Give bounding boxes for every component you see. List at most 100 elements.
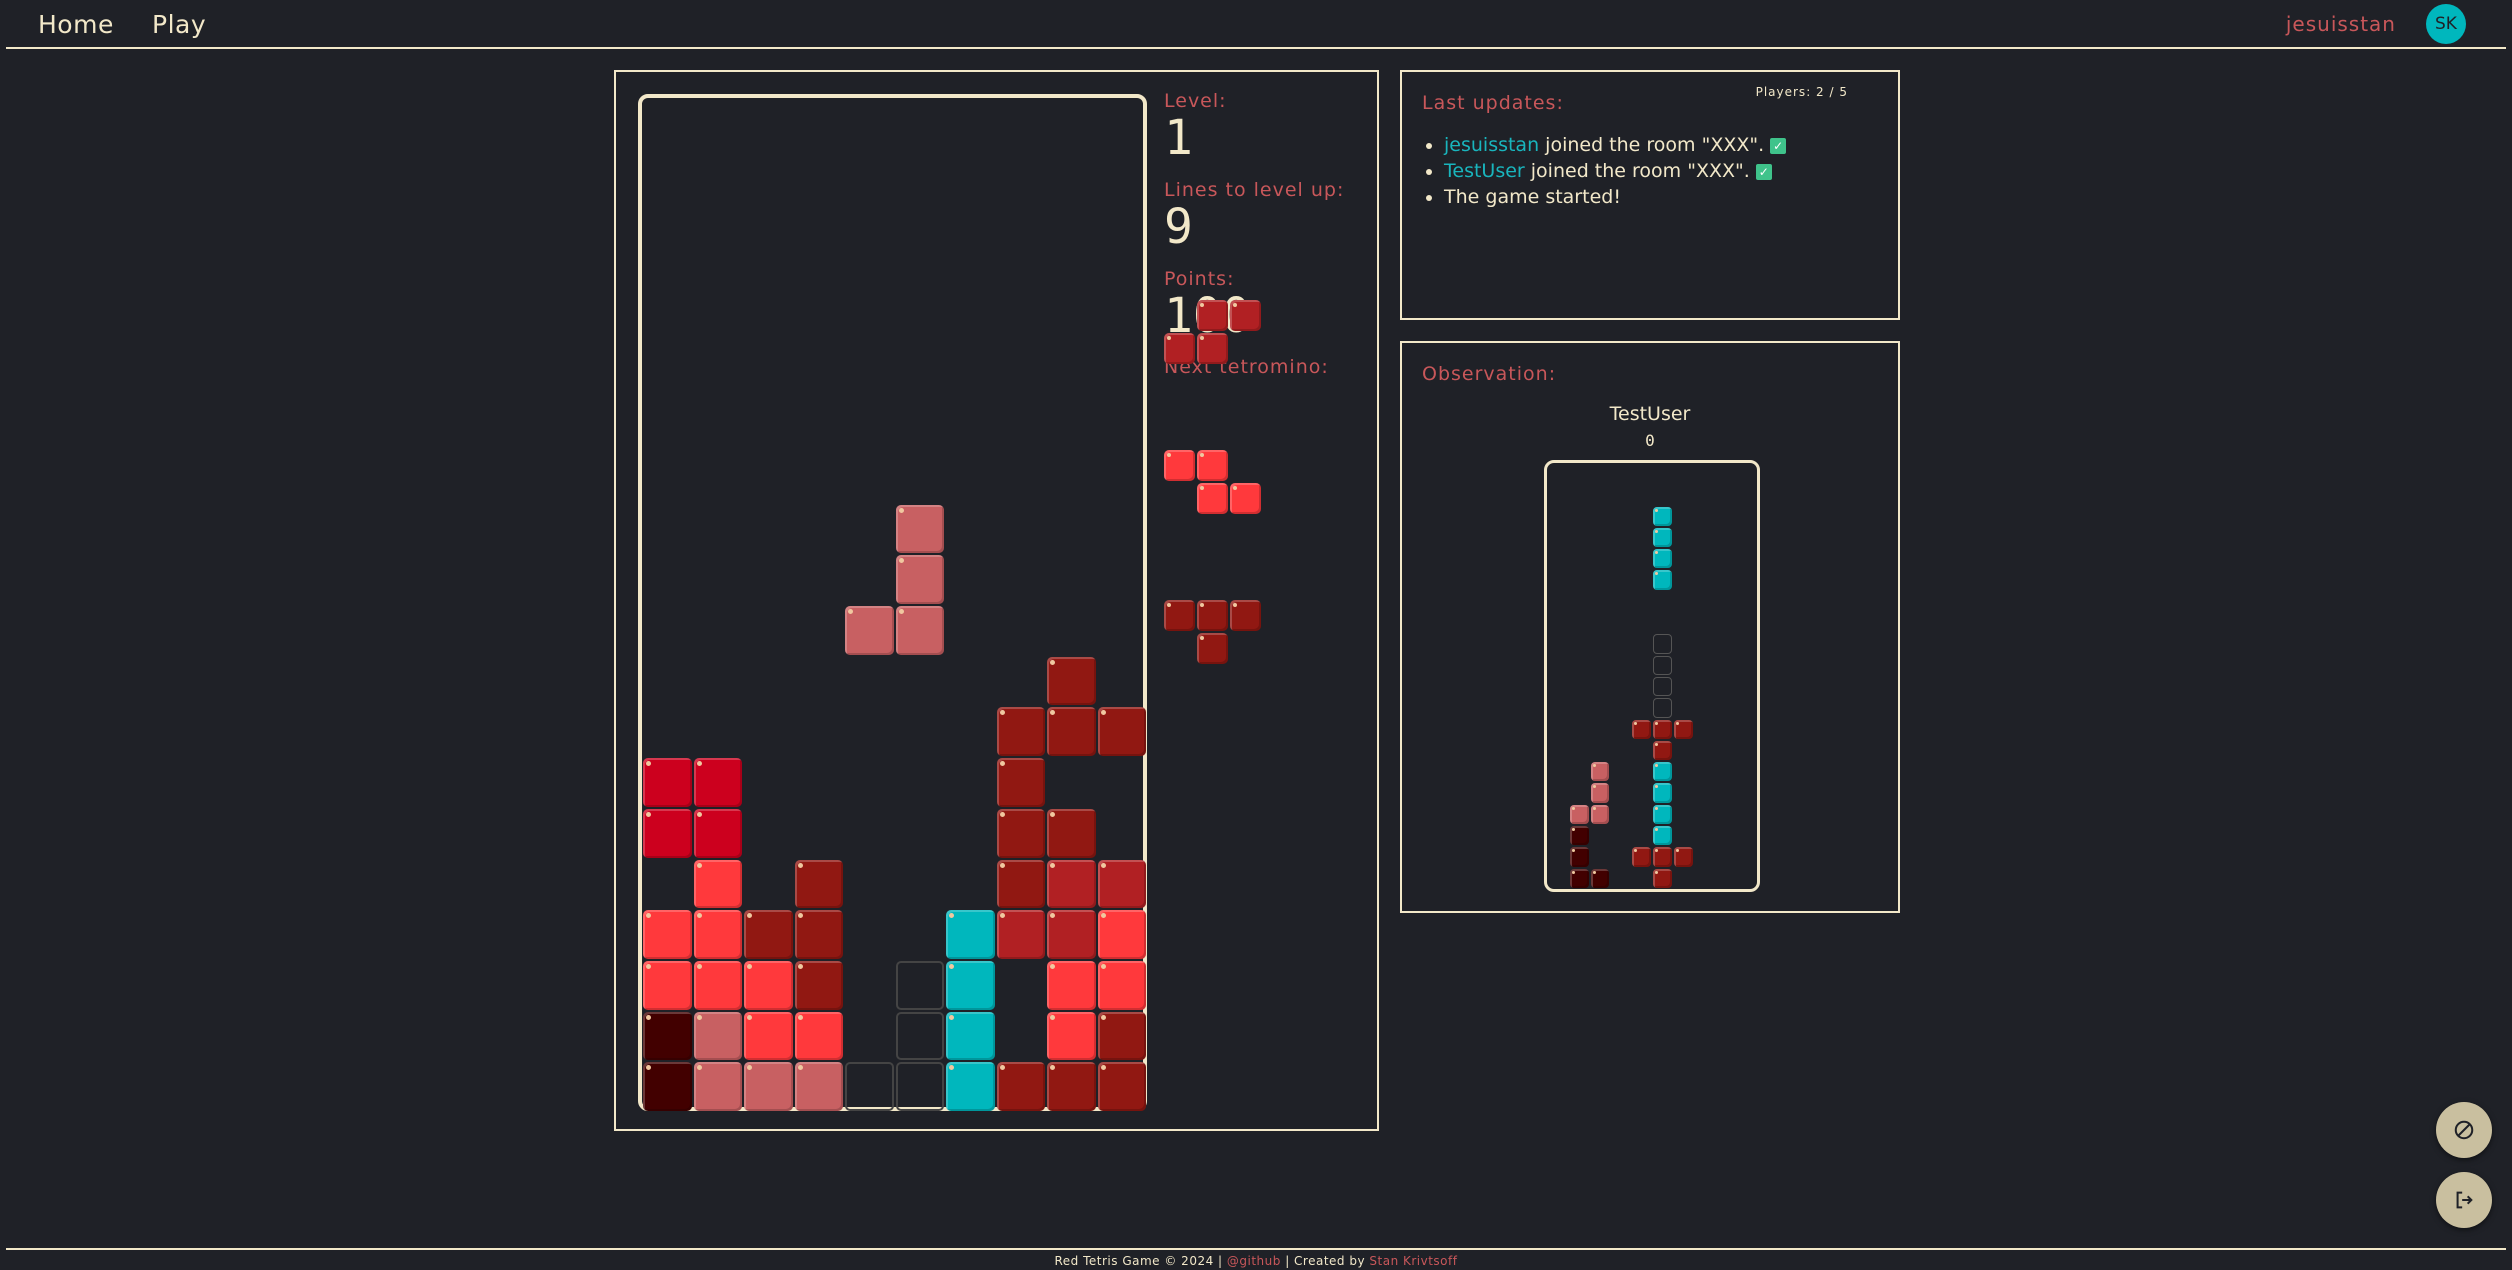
- empty-cell: [795, 606, 844, 655]
- empty-cell: [1632, 805, 1651, 824]
- block-cell: [1652, 868, 1672, 888]
- empty-cell: [946, 606, 995, 655]
- empty-cell: [1695, 485, 1714, 504]
- empty-cell: [1653, 464, 1672, 483]
- empty-cell: [1715, 847, 1734, 866]
- updates-title: Last updates:: [1422, 92, 1564, 114]
- nav-home-link[interactable]: Home: [38, 10, 114, 39]
- empty-cell: [1632, 485, 1651, 504]
- empty-cell: [1549, 549, 1568, 568]
- empty-cell: [1632, 741, 1651, 760]
- avatar[interactable]: SK: [2426, 4, 2466, 44]
- block-cell: [1652, 740, 1672, 761]
- empty-cell: [1611, 634, 1630, 653]
- empty-cell: [643, 454, 692, 503]
- empty-cell: [896, 657, 945, 706]
- empty-cell: [845, 200, 894, 249]
- block-cell: [1047, 656, 1096, 706]
- empty-cell: [795, 200, 844, 249]
- empty-cell: [643, 657, 692, 706]
- tetris-board[interactable]: [638, 94, 1147, 1111]
- next-tetromino-T: [1164, 600, 1274, 680]
- empty-cell: [1632, 549, 1651, 568]
- empty-cell: [694, 353, 743, 402]
- empty-cell: [1549, 741, 1568, 760]
- empty-cell: [1098, 302, 1147, 351]
- empty-cell: [1632, 869, 1651, 888]
- empty-cell: [1591, 720, 1610, 739]
- empty-cell: [1570, 485, 1589, 504]
- empty-cell: [997, 403, 1046, 452]
- empty-cell: [1715, 698, 1734, 717]
- block-cell: [693, 808, 742, 858]
- block-cell: [1097, 1062, 1146, 1111]
- empty-cell: [896, 353, 945, 402]
- empty-cell: [744, 555, 793, 604]
- block-cell: [946, 960, 995, 1010]
- lines-label: Lines to level up:: [1164, 178, 1345, 201]
- empty-cell: [1611, 592, 1630, 611]
- empty-cell: [1591, 741, 1610, 760]
- block-cell: [1652, 847, 1672, 867]
- empty-cell: [1674, 762, 1693, 781]
- empty-cell: [1549, 677, 1568, 696]
- empty-cell: [1632, 698, 1651, 717]
- empty-cell: [1549, 507, 1568, 526]
- empty-cell: [1570, 762, 1589, 781]
- empty-cell: [1736, 634, 1755, 653]
- empty-cell: [1715, 464, 1734, 483]
- empty-cell: [997, 555, 1046, 604]
- empty-cell: [1695, 549, 1714, 568]
- block-cell: [1569, 826, 1589, 846]
- empty-cell: [1591, 549, 1610, 568]
- empty-cell: [1632, 783, 1651, 802]
- empty-cell: [1098, 251, 1147, 300]
- empty-cell: [1549, 570, 1568, 589]
- github-link[interactable]: @github: [1226, 1254, 1281, 1268]
- empty-cell: [946, 403, 995, 452]
- empty-cell: [795, 758, 844, 807]
- exit-button[interactable]: [2436, 1172, 2492, 1228]
- empty-cell: [1715, 549, 1734, 568]
- empty-cell: [997, 505, 1046, 554]
- empty-cell: [1570, 656, 1589, 675]
- empty-cell: [1047, 200, 1096, 249]
- empty-cell: [643, 150, 692, 199]
- block-cell: [794, 960, 843, 1010]
- empty-cell: [744, 403, 793, 452]
- empty-cell: [744, 505, 793, 554]
- empty-cell: [1611, 677, 1630, 696]
- empty-cell: [1047, 353, 1096, 402]
- username-label[interactable]: jesuisstan: [2285, 12, 2396, 36]
- block-button[interactable]: [2436, 1102, 2492, 1158]
- author-link[interactable]: Stan Krivtsoff: [1369, 1254, 1458, 1268]
- empty-cell: [1549, 613, 1568, 632]
- empty-cell: [845, 99, 894, 148]
- block-cell: [744, 1062, 793, 1111]
- update-item: jesuisstan joined the room "XXX". ✓: [1444, 132, 1787, 158]
- empty-cell: [1695, 507, 1714, 526]
- empty-cell: [744, 251, 793, 300]
- empty-cell: [1736, 464, 1755, 483]
- empty-cell: [1715, 805, 1734, 824]
- empty-cell: [643, 707, 692, 756]
- empty-cell: [845, 302, 894, 351]
- empty-cell: [997, 606, 1046, 655]
- empty-cell: [1736, 720, 1755, 739]
- empty-cell: [1570, 570, 1589, 589]
- empty-cell: [1098, 150, 1147, 199]
- block-cell: [693, 960, 742, 1010]
- empty-cell: [694, 454, 743, 503]
- empty-cell: [1695, 741, 1714, 760]
- empty-cell: [1549, 826, 1568, 845]
- empty-cell: [744, 454, 793, 503]
- empty-cell: [744, 657, 793, 706]
- empty-cell: [896, 707, 945, 756]
- empty-cell: [694, 606, 743, 655]
- empty-cell: [1653, 592, 1672, 611]
- empty-cell: [845, 657, 894, 706]
- empty-cell: [643, 403, 692, 452]
- next-tetromino-S: [1164, 300, 1274, 380]
- nav-play-link[interactable]: Play: [152, 10, 207, 39]
- empty-cell: [1570, 592, 1589, 611]
